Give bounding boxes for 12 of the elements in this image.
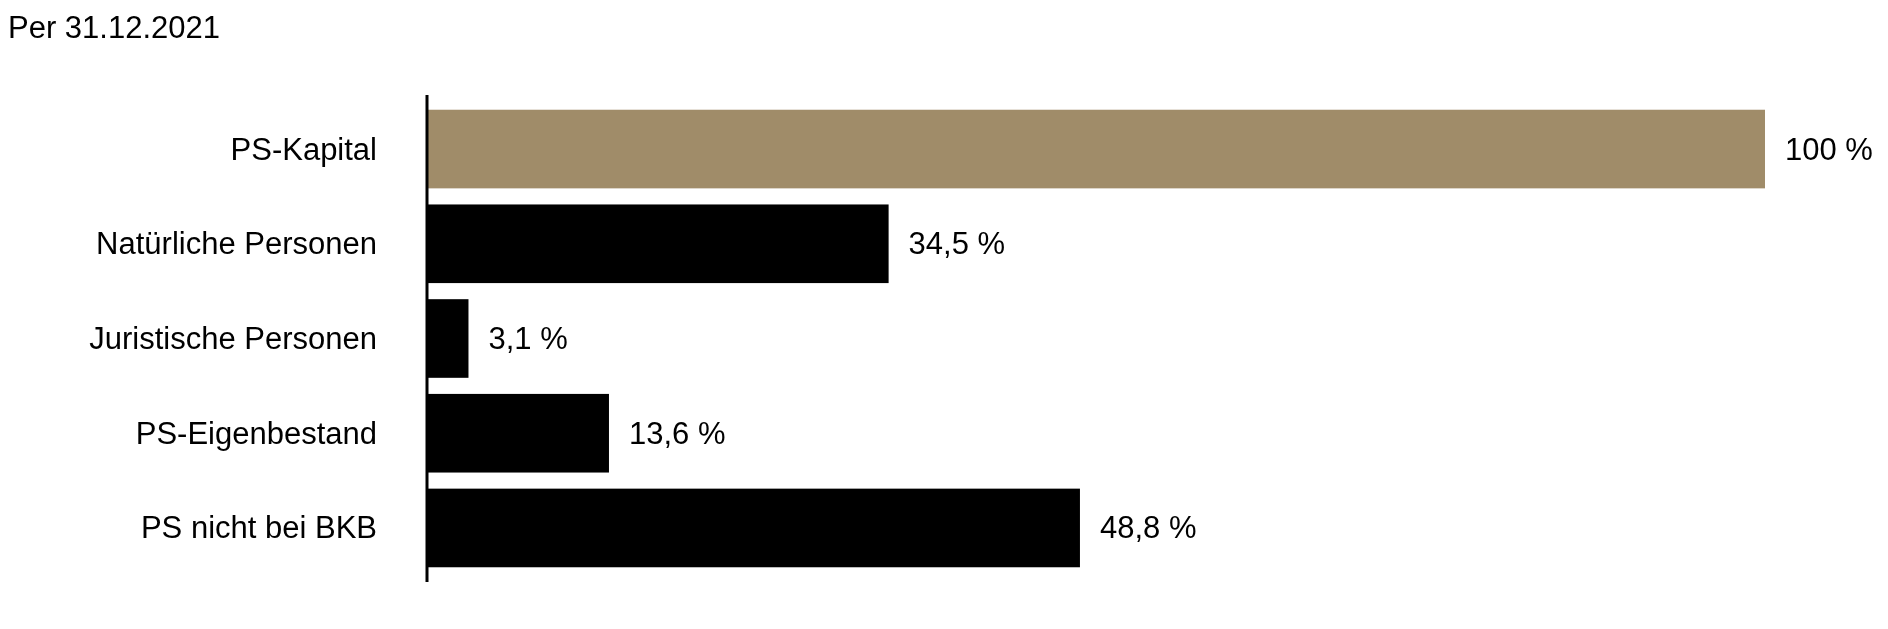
- data-label: 13,6 %: [628, 415, 726, 451]
- data-label: 48,8 %: [1099, 510, 1197, 546]
- y-tick-label: PS-Eigenbestand: [135, 415, 377, 451]
- text: Per 31.12.2021: [8, 10, 221, 45]
- y-tick-label: Juristische Personen: [89, 321, 377, 356]
- y-tick-label: PS nicht bei BKB: [140, 510, 377, 546]
- y-tick-label: PS-Kapital: [230, 131, 377, 167]
- data-label: 3,1 %: [488, 321, 568, 356]
- bar: [427, 109, 1765, 189]
- y-tick-label: Natürliche Personen: [96, 226, 377, 262]
- data-label: 34,5 %: [908, 226, 1006, 262]
- data-label: 100 %: [1785, 131, 1873, 167]
